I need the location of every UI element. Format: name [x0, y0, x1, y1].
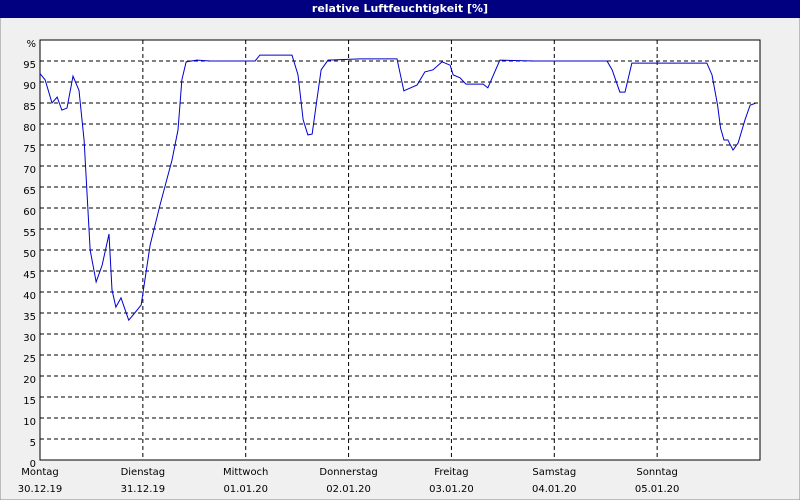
x-tick-date: 02.01.20 [326, 484, 371, 495]
x-tick-label: Samstag [532, 467, 576, 478]
y-tick-label: 0 [30, 459, 36, 470]
y-tick-label: 20 [23, 375, 36, 386]
y-tick-label: 60 [23, 207, 36, 218]
y-tick-label: 90 [23, 81, 36, 92]
x-tick-label: Montag [21, 467, 58, 478]
x-tick-date: 03.01.20 [429, 484, 474, 495]
x-tick-label: Freitag [434, 467, 468, 478]
y-tick-label: 85 [23, 102, 36, 113]
y-tick-label: 35 [23, 312, 36, 323]
x-tick-label: Sonntag [636, 467, 678, 478]
y-tick-label: 25 [23, 354, 36, 365]
y-tick-label: 75 [23, 144, 36, 155]
chart-title: relative Luftfeuchtigkeit [%] [312, 2, 488, 15]
y-tick-label: 55 [23, 228, 36, 239]
y-tick-label: 65 [23, 186, 36, 197]
y-tick-label: 80 [23, 123, 36, 134]
y-tick-label: 45 [23, 270, 36, 281]
y-tick-label: 30 [23, 333, 36, 344]
y-tick-label: 10 [23, 417, 36, 428]
y-tick-label: % [26, 39, 36, 50]
y-tick-label: 40 [23, 291, 36, 302]
x-tick-date: 05.01.20 [635, 484, 680, 495]
x-tick-label: Mittwoch [223, 467, 268, 478]
y-tick-label: 50 [23, 249, 36, 260]
data-line [39, 54, 757, 322]
y-tick-label: 5 [30, 438, 36, 449]
y-tick-label: 95 [23, 60, 36, 71]
title-bar [0, 0, 800, 18]
x-tick-label: Donnerstag [319, 467, 377, 478]
x-tick-date: 04.01.20 [532, 484, 577, 495]
x-tick-date: 31.12.19 [121, 484, 166, 495]
x-tick-date: 30.12.19 [18, 484, 63, 495]
y-tick-label: 15 [23, 396, 36, 407]
x-tick-label: Dienstag [121, 467, 166, 478]
y-tick-label: 70 [23, 165, 36, 176]
x-tick-date: 01.01.20 [223, 484, 268, 495]
